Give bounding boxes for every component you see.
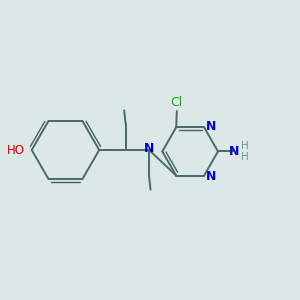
Text: N: N xyxy=(206,120,216,133)
Text: N: N xyxy=(206,170,216,183)
Text: Cl: Cl xyxy=(171,96,183,109)
Text: H: H xyxy=(241,141,248,151)
Text: H: H xyxy=(241,152,248,162)
Text: N: N xyxy=(144,142,154,155)
Text: HO: HO xyxy=(6,143,24,157)
Text: N: N xyxy=(229,145,239,158)
